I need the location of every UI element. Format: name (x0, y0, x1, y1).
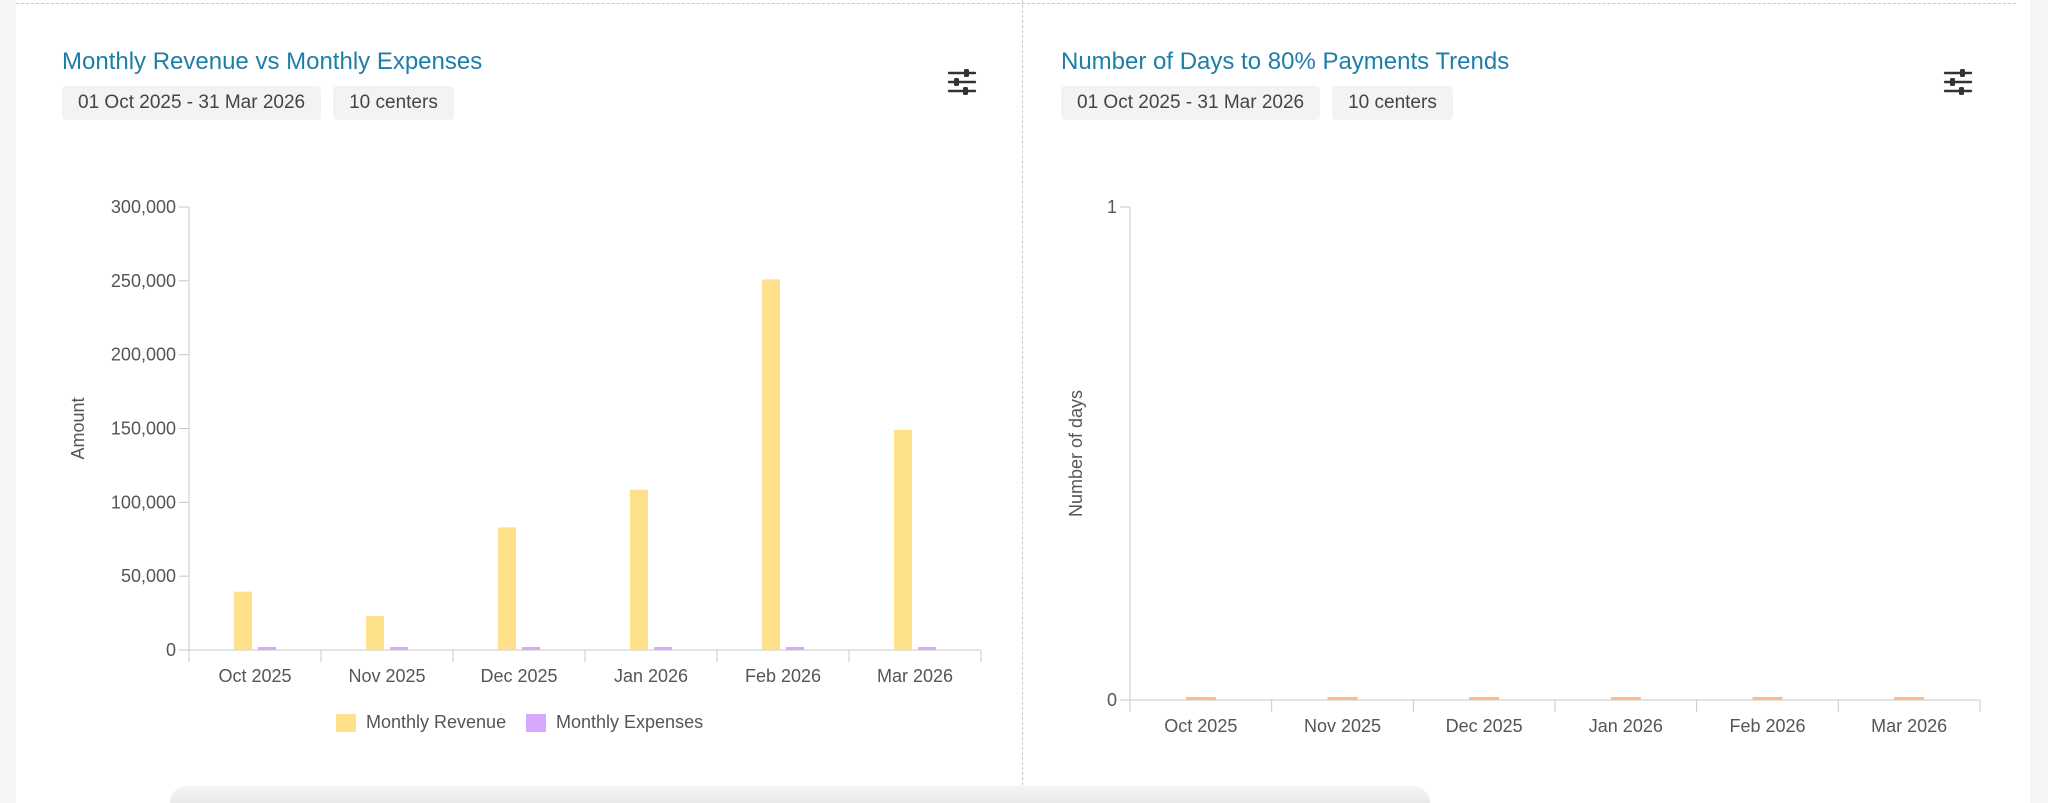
bar-monthly-revenue (894, 429, 912, 650)
revenue-expenses-chart: 0 50,000 100,000 150,000 200,000 250,000 300,0… (68, 197, 982, 732)
revenue-expenses-card: Monthly Revenue vs Monthly Expenses 01 O… (62, 0, 982, 803)
bar-monthly-revenue (498, 527, 516, 650)
bar-series (1894, 697, 1925, 700)
bar-monthly-expenses (390, 647, 408, 650)
sliders-icon[interactable] (946, 66, 978, 98)
y-tick-label: 200,000 (111, 345, 176, 365)
legend-swatch (526, 714, 546, 732)
y-tick-label: 150,000 (111, 419, 176, 439)
bar-monthly-revenue (366, 616, 384, 650)
date-range-chip: 01 Oct 2025 - 31 Mar 2026 (62, 86, 322, 120)
x-tick-label: Feb 2026 (745, 666, 821, 686)
legend-label: Monthly Expenses (556, 712, 703, 732)
legend-label: Monthly Revenue (366, 712, 506, 732)
y-tick-label: 50,000 (121, 566, 176, 586)
bar-series (1185, 697, 1216, 700)
x-tick-label: Feb 2026 (1729, 716, 1805, 736)
bar-monthly-revenue (234, 591, 252, 650)
x-tick-label: Nov 2025 (348, 666, 425, 686)
bar-series (1610, 697, 1641, 700)
centers-chip: 10 centers (333, 86, 454, 120)
filter-chips: 01 Oct 2025 - 31 Mar 2026 10 centers (62, 86, 454, 120)
bar-series (1752, 697, 1783, 700)
vertical-divider (1022, 0, 1023, 785)
bar-monthly-expenses (258, 647, 276, 650)
scroll-shadow (170, 786, 1430, 803)
y-tick-label: 1 (1107, 197, 1117, 217)
y-tick-label: 300,000 (111, 197, 176, 217)
card-title[interactable]: Number of Days to 80% Payments Trends (1061, 48, 1510, 75)
centers-chip: 10 centers (1332, 86, 1453, 120)
y-tick-label: 100,000 (111, 492, 176, 512)
y-tick-label: 0 (166, 640, 176, 660)
x-tick-label: Dec 2025 (1446, 716, 1523, 736)
x-tick-label: Dec 2025 (480, 666, 557, 686)
dashboard-panel (16, 0, 2030, 803)
x-tick-label: Jan 2026 (1589, 716, 1663, 736)
payment-days-chart: 0 1 Oct 2025 Nov 2025 Dec 2025 Jan 2026 Feb 20… (1066, 197, 1981, 736)
x-tick-label: Mar 2026 (877, 666, 953, 686)
sliders-icon[interactable] (1942, 66, 1974, 98)
filter-chips: 01 Oct 2025 - 31 Mar 2026 10 centers (1061, 86, 1453, 120)
y-tick-label: 0 (1107, 690, 1117, 710)
top-divider (16, 3, 2016, 4)
x-tick-label: Mar 2026 (1871, 716, 1947, 736)
y-axis-label: Amount (68, 397, 88, 459)
x-tick-label: Oct 2025 (218, 666, 291, 686)
bar-monthly-expenses (786, 647, 804, 650)
x-tick-label: Nov 2025 (1304, 716, 1381, 736)
legend-swatch (336, 714, 356, 732)
bar-monthly-expenses (654, 647, 672, 650)
x-tick-label: Oct 2025 (1164, 716, 1237, 736)
payment-days-card: Number of Days to 80% Payments Trends 01… (1061, 0, 1981, 803)
x-tick-label: Jan 2026 (614, 666, 688, 686)
date-range-chip: 01 Oct 2025 - 31 Mar 2026 (1061, 86, 1321, 120)
bar-monthly-expenses (522, 647, 540, 650)
bar-monthly-revenue (762, 279, 780, 650)
bar-series (1327, 697, 1358, 700)
bar-series (1469, 697, 1500, 700)
y-axis-label: Number of days (1066, 390, 1086, 517)
bar-monthly-expenses (918, 647, 936, 650)
y-tick-label: 250,000 (111, 271, 176, 291)
card-title[interactable]: Monthly Revenue vs Monthly Expenses (62, 48, 483, 75)
bar-monthly-revenue (630, 489, 648, 650)
